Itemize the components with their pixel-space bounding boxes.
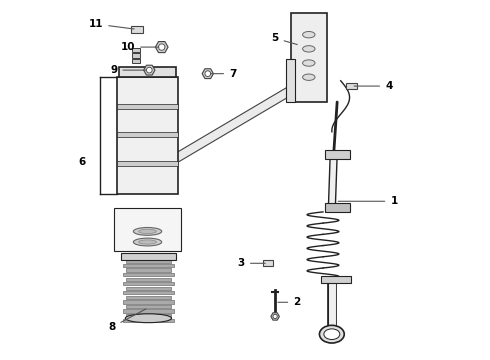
Bar — [118, 132, 178, 138]
Polygon shape — [155, 41, 168, 53]
Ellipse shape — [303, 60, 315, 66]
Ellipse shape — [319, 325, 344, 343]
Ellipse shape — [139, 229, 156, 234]
Bar — [263, 260, 273, 266]
Text: 7: 7 — [211, 69, 237, 79]
Bar — [118, 161, 178, 166]
Bar — [122, 282, 174, 285]
Polygon shape — [202, 69, 214, 78]
Bar — [122, 310, 174, 313]
Ellipse shape — [139, 240, 156, 244]
Bar — [118, 77, 178, 194]
Bar — [126, 278, 171, 281]
Bar — [286, 59, 294, 102]
Text: 1: 1 — [338, 196, 397, 206]
Text: 4: 4 — [354, 81, 392, 91]
Circle shape — [147, 67, 152, 73]
Bar — [132, 59, 141, 63]
Text: 5: 5 — [271, 33, 297, 45]
Text: 9: 9 — [110, 65, 147, 75]
Bar — [121, 253, 176, 260]
Circle shape — [205, 71, 211, 77]
Bar — [122, 291, 174, 294]
Circle shape — [273, 314, 277, 319]
Bar — [130, 26, 143, 33]
Ellipse shape — [324, 329, 340, 339]
Polygon shape — [142, 81, 316, 173]
Bar — [132, 48, 141, 53]
Bar — [126, 287, 171, 290]
Text: 6: 6 — [78, 157, 86, 167]
Polygon shape — [271, 313, 279, 320]
Ellipse shape — [125, 314, 172, 323]
Text: 3: 3 — [238, 258, 265, 268]
Ellipse shape — [303, 74, 315, 80]
Bar — [325, 150, 349, 159]
Bar — [132, 54, 141, 58]
Bar — [126, 296, 171, 299]
Bar — [325, 203, 349, 212]
Polygon shape — [144, 65, 155, 75]
Bar — [126, 259, 171, 262]
Bar — [122, 300, 174, 303]
Bar — [126, 269, 171, 272]
Bar — [321, 276, 351, 283]
Ellipse shape — [303, 46, 315, 52]
Bar — [119, 67, 176, 77]
Circle shape — [159, 44, 165, 50]
Text: 11: 11 — [89, 19, 134, 29]
Bar — [126, 305, 171, 308]
Ellipse shape — [303, 31, 315, 38]
Bar — [345, 83, 357, 90]
Ellipse shape — [133, 228, 162, 235]
Bar — [122, 264, 174, 267]
Bar — [118, 104, 178, 109]
Bar — [126, 314, 171, 317]
Bar — [122, 319, 174, 322]
Text: 8: 8 — [108, 309, 146, 332]
Bar — [122, 273, 174, 276]
Text: 10: 10 — [121, 42, 159, 52]
Ellipse shape — [133, 238, 162, 246]
Text: 2: 2 — [278, 297, 300, 307]
Bar — [291, 13, 326, 102]
Bar — [114, 208, 181, 251]
